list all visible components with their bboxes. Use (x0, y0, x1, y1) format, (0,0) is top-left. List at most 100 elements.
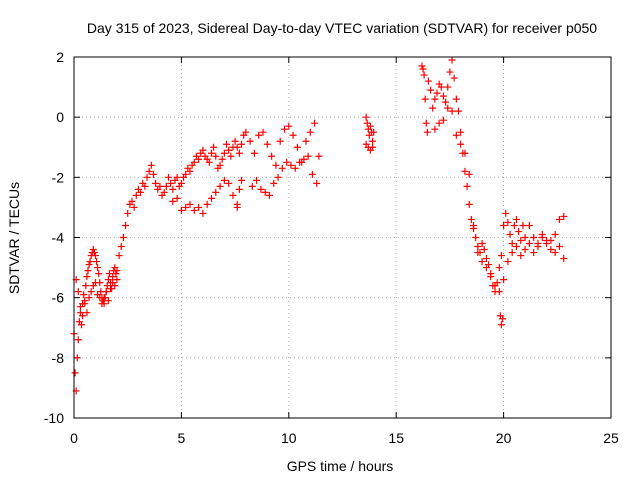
data-point (268, 152, 276, 160)
data-point (143, 173, 151, 181)
data-point (107, 285, 115, 293)
data-point (512, 215, 520, 223)
data-point (291, 164, 299, 172)
data-point (515, 227, 523, 235)
data-point (229, 191, 237, 199)
data-point (478, 258, 486, 266)
data-point (195, 203, 203, 211)
data-point (427, 86, 435, 94)
data-point (261, 188, 269, 196)
x-tick-label: 15 (388, 430, 404, 446)
data-point (366, 122, 374, 130)
data-point (283, 158, 291, 166)
data-point (82, 282, 90, 290)
data-point (452, 131, 460, 139)
data-point (89, 246, 97, 254)
data-point (278, 164, 286, 172)
data-point (199, 209, 207, 217)
data-point (248, 182, 256, 190)
data-point (130, 203, 138, 211)
x-tick-labels: 0 5 10 15 20 25 (70, 430, 619, 446)
data-point (506, 230, 514, 238)
data-point (257, 185, 265, 193)
data-point (199, 146, 207, 154)
data-point (182, 203, 190, 211)
data-point (525, 221, 533, 229)
data-point (119, 234, 127, 241)
data-point (233, 143, 241, 151)
data-point (124, 209, 132, 217)
y-tick-label: -10 (44, 410, 64, 426)
data-point (450, 74, 458, 82)
x-tick-label: 5 (178, 430, 186, 446)
data-point (98, 300, 106, 308)
data-point (512, 243, 520, 251)
data-point (84, 267, 92, 275)
data-point (452, 95, 460, 103)
data-point (233, 203, 241, 211)
data-point (235, 149, 243, 157)
data-point (315, 152, 323, 160)
data-point (167, 179, 175, 187)
data-point (79, 312, 87, 320)
data-point (517, 237, 525, 245)
data-point (504, 218, 512, 226)
data-point (474, 249, 482, 257)
data-point (304, 152, 312, 160)
data-point (457, 128, 465, 136)
data-point (112, 270, 120, 278)
data-point (472, 234, 480, 241)
data-point (242, 128, 250, 136)
data-point (109, 273, 117, 281)
data-point (293, 143, 301, 151)
data-point (80, 291, 88, 299)
data-point (263, 140, 271, 148)
data-point (128, 197, 136, 205)
data-point (491, 282, 499, 290)
data-point (508, 240, 516, 248)
data-point (177, 179, 185, 187)
data-point (285, 122, 293, 130)
data-point (442, 98, 450, 106)
data-series-p050 (70, 56, 568, 395)
data-point (207, 194, 215, 202)
data-point (289, 131, 297, 139)
data-point (306, 128, 314, 136)
data-point (547, 246, 555, 254)
data-point (308, 170, 316, 178)
data-point (478, 240, 486, 248)
data-point (238, 140, 246, 148)
data-point (534, 243, 542, 251)
data-point (439, 116, 447, 124)
data-point (225, 179, 233, 187)
data-point (104, 297, 112, 305)
data-point (274, 173, 282, 181)
data-point (137, 188, 145, 196)
data-point (525, 240, 533, 248)
x-axis-title: GPS time / hours (287, 458, 394, 474)
data-point (300, 155, 308, 163)
data-point (465, 170, 473, 178)
data-point (173, 173, 181, 181)
data-point (270, 179, 278, 187)
data-point (141, 182, 149, 190)
data-point (448, 107, 456, 115)
data-point (113, 267, 121, 275)
data-point (446, 68, 454, 76)
data-point (207, 149, 215, 157)
data-point (195, 155, 203, 163)
data-point (203, 200, 211, 208)
data-point (362, 113, 370, 121)
data-point (76, 303, 84, 311)
data-point (480, 246, 488, 254)
data-point (235, 185, 243, 193)
data-point (504, 258, 512, 266)
data-point (530, 249, 538, 257)
data-point (87, 288, 95, 296)
y-tick-label: -4 (52, 230, 65, 246)
x-tick-label: 25 (603, 430, 619, 446)
data-point (497, 252, 505, 260)
chart-title: Day 315 of 2023, Sidereal Day-to-day VTE… (87, 20, 597, 36)
data-point (152, 179, 160, 187)
